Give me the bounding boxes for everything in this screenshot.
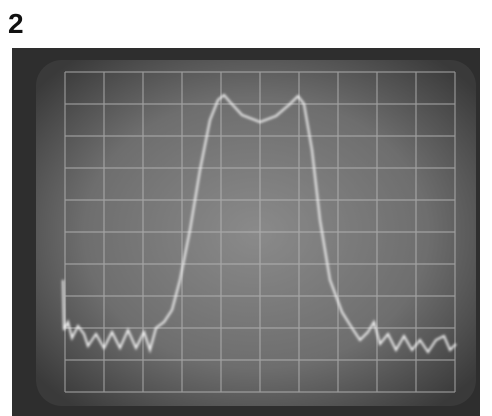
figure: 2 xyxy=(0,0,492,416)
screen xyxy=(36,60,476,406)
oscilloscope-photo xyxy=(0,0,492,416)
